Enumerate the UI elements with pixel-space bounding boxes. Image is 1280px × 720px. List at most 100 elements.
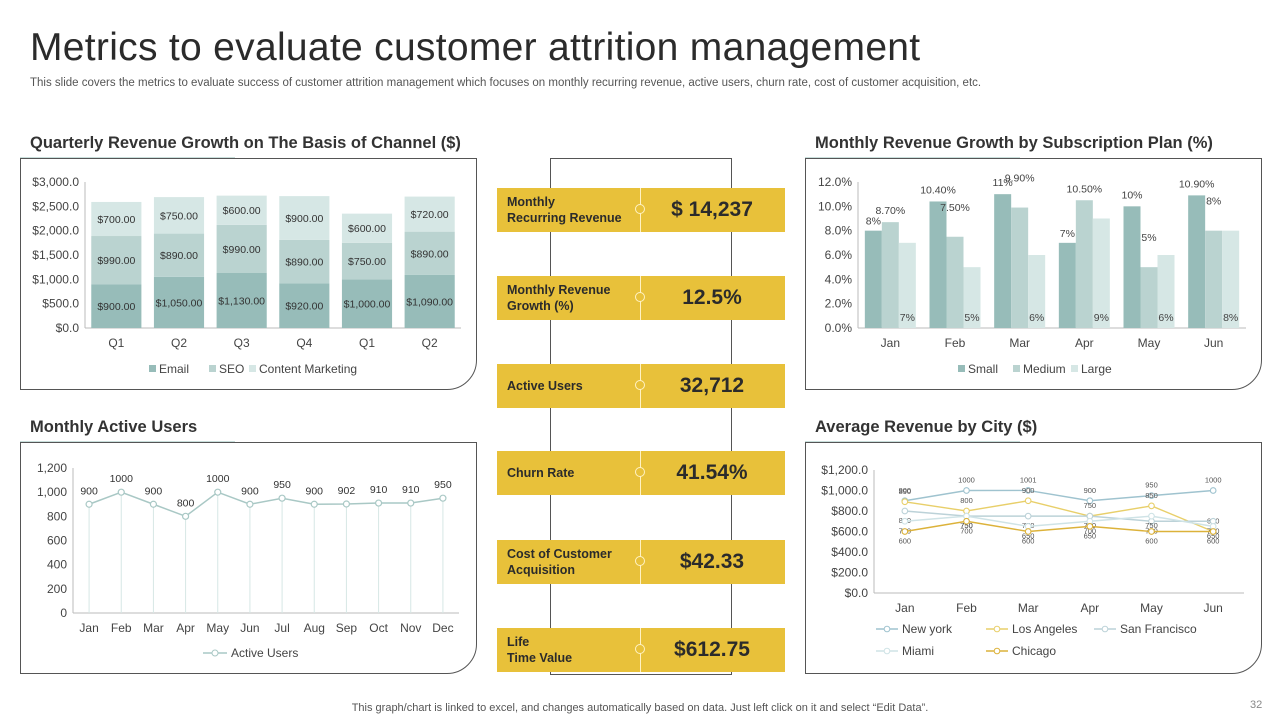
legend-label: Content Marketing xyxy=(259,362,357,376)
y-tick-label: $200.0 xyxy=(831,566,868,580)
data-label: 750 xyxy=(960,521,973,530)
data-label: 6% xyxy=(1029,312,1044,324)
kpi-value: $ 14,237 xyxy=(671,198,753,221)
data-label: 8% xyxy=(1206,196,1221,208)
data-point xyxy=(1086,497,1094,505)
data-point xyxy=(1148,502,1155,510)
kpi-label: Active Users xyxy=(507,379,583,393)
x-tick-label: Q1 xyxy=(359,336,375,350)
x-tick-label: Q2 xyxy=(422,336,438,350)
data-label: 650 xyxy=(1022,531,1035,540)
kpi-label: Life Time Value xyxy=(507,635,573,665)
bar-large xyxy=(1157,255,1175,328)
legend-marker xyxy=(993,625,1001,633)
data-label: $990.00 xyxy=(223,244,261,256)
legend-label: Active Users xyxy=(231,646,298,660)
revenue-channel-chart[interactable]: $0.0 $500.0 $1,000.0 $1,500.0 $2,000.0 $2,500… xyxy=(21,159,476,389)
bar-content-marketing xyxy=(404,196,455,232)
legend-swatch xyxy=(149,365,156,372)
x-tick-label: Q2 xyxy=(171,336,187,350)
y-tick-label: $500.0 xyxy=(42,297,79,311)
kpi-connector-icon xyxy=(635,556,645,566)
data-point xyxy=(1148,528,1155,535)
kpi-connector-icon xyxy=(635,644,645,654)
y-tick-label: 600 xyxy=(47,534,67,548)
data-label: 10% xyxy=(1121,189,1142,201)
x-tick-label: Jan xyxy=(895,601,914,615)
data-label: 8% xyxy=(1223,312,1238,324)
kpi-monthly-revenue-growth: Monthly Revenue Growth (%) 12.5% xyxy=(497,276,785,320)
data-label: 11% xyxy=(993,177,1013,189)
data-label: 7% xyxy=(1060,228,1075,240)
subscription-plan-chart[interactable]: 0.0%2.0%4.0%6.0%8.0%10.0%12.0%8%8.70%7%J… xyxy=(806,159,1261,389)
data-label: 600 xyxy=(1145,537,1158,546)
data-label: 900 xyxy=(305,485,323,497)
revenue-channel-panel: $0.0 $500.0 $1,000.0 $1,500.0 $2,000.0 $2,500… xyxy=(20,158,477,390)
y-tick-label: 200 xyxy=(47,582,67,596)
data-label: $1,090.00 xyxy=(406,296,453,308)
y-tick-label: 800 xyxy=(47,509,67,523)
city-revenue-title: Average Revenue by City ($) xyxy=(815,418,1038,436)
legend-marker xyxy=(211,649,219,657)
legend-swatch xyxy=(249,365,256,372)
data-label: 950 xyxy=(434,479,452,491)
x-tick-label: Jun xyxy=(1203,601,1222,615)
x-tick-label: Aug xyxy=(304,621,325,635)
y-tick-label: $400.0 xyxy=(831,545,868,559)
legend-marker xyxy=(883,625,891,633)
legend-marker xyxy=(1101,625,1109,633)
bar-medium xyxy=(946,236,964,328)
y-tick-label: 1,000 xyxy=(37,485,67,499)
data-point xyxy=(278,494,286,502)
data-label: $1,130.00 xyxy=(218,296,265,308)
legend-marker xyxy=(993,647,1001,655)
series-line-miami xyxy=(904,515,1214,528)
x-tick-label: Sep xyxy=(336,621,358,635)
bar-small xyxy=(864,230,882,328)
x-tick-label: May xyxy=(1140,601,1163,615)
data-point xyxy=(1209,528,1217,535)
legend-label: Small xyxy=(968,362,998,376)
data-point xyxy=(1148,512,1155,520)
legend-label: Chicago xyxy=(1012,644,1056,658)
y-tick-label: 400 xyxy=(47,558,67,572)
data-label: $750.00 xyxy=(160,210,198,222)
data-label: $900.00 xyxy=(97,301,135,313)
y-tick-label: 10.0% xyxy=(818,199,852,213)
data-label: 600 xyxy=(899,537,912,546)
data-label: 5% xyxy=(964,312,979,324)
y-tick-label: 2.0% xyxy=(825,297,853,311)
series-line-new-york xyxy=(904,489,1214,502)
data-point xyxy=(901,507,909,515)
bar-seo xyxy=(279,239,330,284)
legend-swatch xyxy=(958,365,965,372)
data-label: 650 xyxy=(1207,531,1220,540)
legend-label: Miami xyxy=(902,644,934,658)
kpi-value: 41.54% xyxy=(676,461,748,484)
data-label: $720.00 xyxy=(411,209,449,221)
bar-seo xyxy=(404,231,455,275)
kpi-active-users: Active Users 32,712 xyxy=(497,364,785,408)
kpi-connector-icon xyxy=(635,467,645,477)
kpi-value: 12.5% xyxy=(682,286,742,309)
y-tick-label: $1,500.0 xyxy=(32,248,79,262)
y-tick-label: $1,000.0 xyxy=(32,272,79,286)
data-point xyxy=(374,499,383,507)
kpi-frame xyxy=(550,158,732,675)
data-point xyxy=(149,500,158,508)
data-label: 1001 xyxy=(1020,475,1037,484)
x-tick-label: Apr xyxy=(1080,601,1099,615)
bar-medium xyxy=(881,222,899,328)
x-tick-label: Jun xyxy=(240,621,259,635)
kpi-monthly-recurring-revenue: Monthly Recurring Revenue $ 14,237 xyxy=(497,188,785,232)
active-users-chart[interactable]: 0 200 400 600 800 1,000 1,200 900 Jan 1000 Feb 900 M… xyxy=(21,443,476,673)
data-label: 1000 xyxy=(110,473,134,485)
city-revenue-chart[interactable]: $0.0 $200.0 $400.0 $600.0 $800.0 $1,000.0 $1,2… xyxy=(806,443,1261,673)
bar-small xyxy=(1123,206,1141,328)
kpi-life-time-value: Life Time Value $612.75 xyxy=(497,628,785,672)
data-label: 7% xyxy=(900,312,915,324)
bar-email xyxy=(216,273,267,328)
data-label: 900 xyxy=(1084,486,1097,495)
active-users-panel: 0 200 400 600 800 1,000 1,200 900 Jan 1000 Feb 900 M… xyxy=(20,442,477,674)
legend-swatch xyxy=(209,365,216,372)
